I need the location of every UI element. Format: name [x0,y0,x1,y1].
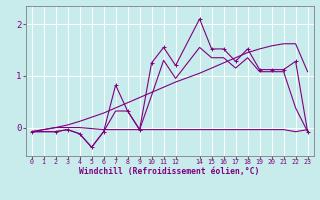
X-axis label: Windchill (Refroidissement éolien,°C): Windchill (Refroidissement éolien,°C) [79,167,260,176]
